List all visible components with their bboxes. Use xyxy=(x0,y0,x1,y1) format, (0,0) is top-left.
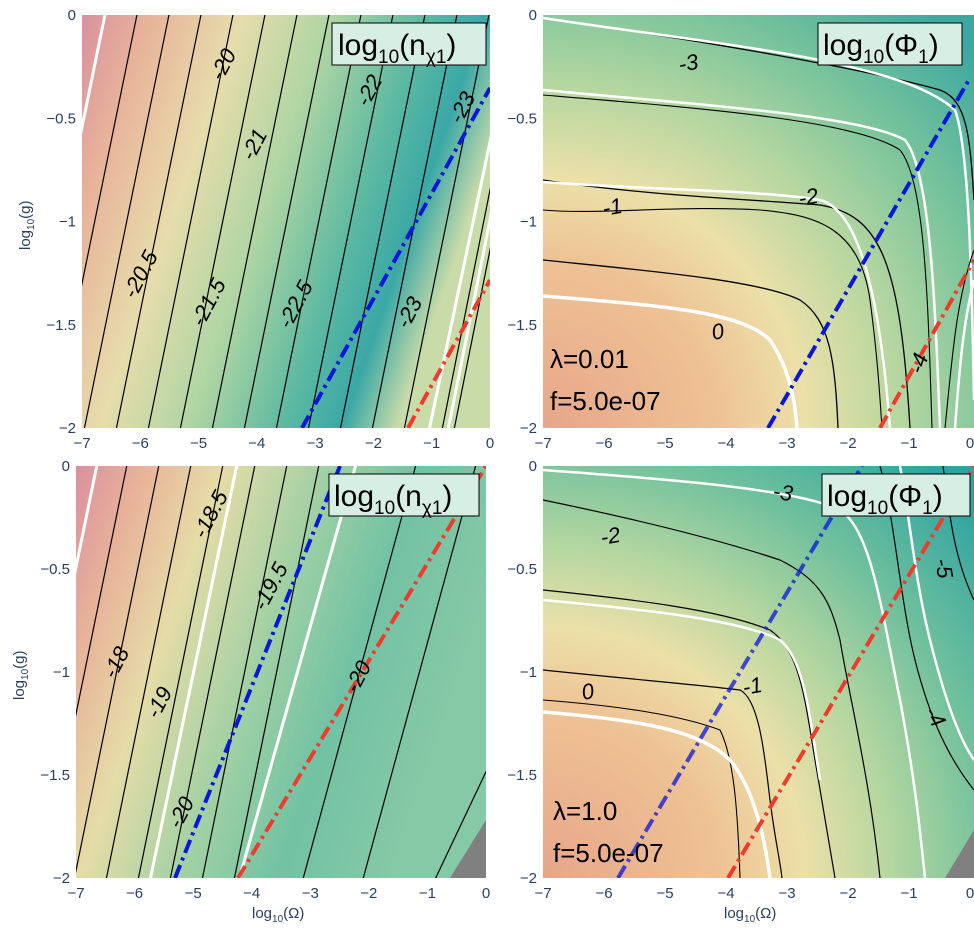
x-tick-label: −7 xyxy=(73,435,90,452)
x-tick-label: −5 xyxy=(190,435,207,452)
x-tick-label: −7 xyxy=(67,885,84,902)
x-tick-label: −6 xyxy=(595,885,612,902)
panel-4-gray-region xyxy=(945,830,974,878)
panel-2-red-line xyxy=(878,259,974,428)
panel-2-title-box: log10(Φ1) xyxy=(817,22,963,68)
x-tick-label: −4 xyxy=(243,885,260,902)
panel-2: -3 -2 -1 0 -4 λ=0.01 f=5.0e-07 log10(Φ1) xyxy=(543,15,974,428)
panel-3-blue-line xyxy=(173,466,342,878)
panel-4: -2 -3 0 -1 -4 -5 λ=1.0 f=5.0e-07 log10(Φ… xyxy=(543,466,974,878)
panel-4-title-box: log10(Φ1) xyxy=(821,473,971,519)
x-tick-label: −3 xyxy=(307,435,324,452)
y-tick-label: −1.5 xyxy=(507,317,537,334)
x-tick-label: −2 xyxy=(839,435,856,452)
y-axis-label-bottom: log10(g) xyxy=(11,651,31,701)
panel-3-contours xyxy=(76,466,486,878)
x-tick-label: −6 xyxy=(126,885,143,902)
y-tick-label: 0 xyxy=(529,458,537,475)
y-tick-label: −0.5 xyxy=(46,110,76,127)
panel-2-blue-line xyxy=(766,77,972,428)
svg-text:log10(nχ1): log10(nχ1) xyxy=(338,29,456,68)
x-tick-label: 0 xyxy=(966,435,974,452)
y-tick-label: −1 xyxy=(59,214,76,231)
panel-4-red-line xyxy=(726,466,974,878)
panel-4-f: f=5.0e-07 xyxy=(553,838,664,868)
panel-4-contour-label: -1 xyxy=(741,672,765,700)
x-tick-label: −2 xyxy=(360,885,377,902)
x-tick-label: −7 xyxy=(534,435,551,452)
x-tick-label: 0 xyxy=(966,885,974,902)
panel-3: -18 -18.5 -19 -19.5 -20 -20 log10(nχ1) xyxy=(76,466,486,878)
x-tick-label: −7 xyxy=(534,885,551,902)
x-tick-label: −3 xyxy=(778,885,795,902)
y-tick-label: −0.5 xyxy=(40,561,70,578)
y-tick-label: 0 xyxy=(62,458,70,475)
x-tick-label: 0 xyxy=(486,435,494,452)
svg-text:log10(Φ1): log10(Φ1) xyxy=(823,29,939,68)
y-tick-label: 0 xyxy=(68,7,76,24)
panel-1-contours xyxy=(82,15,490,428)
panel-2-heatmap xyxy=(543,15,974,428)
panel-1: -20 -20.5 -21 -21.5 -22 -22.5 -23 -23 lo… xyxy=(82,15,490,428)
panel-4-contour-label: -2 xyxy=(599,522,623,550)
x-tick-label: −4 xyxy=(717,885,734,902)
y-tick-label: −1.5 xyxy=(40,767,70,784)
panel-2-lambda: λ=0.01 xyxy=(550,344,629,374)
panel-4-blue-line xyxy=(616,466,864,878)
x-tick-label: −5 xyxy=(185,885,202,902)
x-tick-label: −4 xyxy=(717,435,734,452)
x-tick-label: −5 xyxy=(656,885,673,902)
x-tick-label: 0 xyxy=(482,885,490,902)
y-tick-label: −0.5 xyxy=(507,561,537,578)
y-tick-label: −1 xyxy=(53,664,70,681)
panel-1-red-line xyxy=(406,279,490,428)
panel-1-blue-line xyxy=(300,87,490,428)
x-tick-label: −1 xyxy=(423,435,440,452)
panel-1-heatmap xyxy=(82,15,490,428)
y-tick-label: −2 xyxy=(520,870,537,887)
x-tick-label: −1 xyxy=(900,435,917,452)
svg-text:log10(nχ1): log10(nχ1) xyxy=(334,480,452,519)
y-axis-label-top: log10(g) xyxy=(17,201,37,251)
panel-4-contour-label: 0 xyxy=(580,678,597,705)
y-tick-label: −1 xyxy=(520,664,537,681)
panel-3-title-box: log10(nχ1) xyxy=(328,473,480,519)
x-tick-label: −6 xyxy=(595,435,612,452)
panel-3-gray-region xyxy=(450,820,486,878)
y-tick-label: −1.5 xyxy=(46,317,76,334)
svg-text:log10(Φ1): log10(Φ1) xyxy=(827,480,943,519)
panel-2-contours xyxy=(543,16,974,428)
x-tick-label: −2 xyxy=(365,435,382,452)
x-tick-label: −3 xyxy=(778,435,795,452)
panel-2-contour-label: 0 xyxy=(710,318,727,345)
panel-1-title-box: log10(nχ1) xyxy=(331,22,487,68)
y-tick-label: −1 xyxy=(520,214,537,231)
y-tick-label: −2 xyxy=(53,870,70,887)
panel-3-heatmap xyxy=(76,466,486,878)
panel-2-f: f=5.0e-07 xyxy=(550,386,661,416)
x-tick-label: −3 xyxy=(302,885,319,902)
y-tick-label: −2 xyxy=(520,420,537,437)
panel-2-contour-label: -1 xyxy=(601,193,625,221)
x-tick-label: −1 xyxy=(900,885,917,902)
x-tick-label: −4 xyxy=(248,435,265,452)
x-axis-label-left: log10(Ω) xyxy=(252,905,304,925)
y-tick-label: 0 xyxy=(529,7,537,24)
x-tick-label: −6 xyxy=(132,435,149,452)
panel-2-contour-label: -2 xyxy=(797,183,821,211)
tick-labels: −7 −6 −5 −4 −3 −2 −1 00−0.5−1−1.5−2−7 −6 −5 −4 −3 −2… xyxy=(40,7,974,902)
x-axis-label-right: log10(Ω) xyxy=(724,905,776,925)
y-tick-label: −2 xyxy=(59,420,76,437)
panel-4-heatmap xyxy=(543,466,974,878)
x-tick-label: −5 xyxy=(656,435,673,452)
y-tick-label: −0.5 xyxy=(507,110,537,127)
x-tick-label: −2 xyxy=(839,885,856,902)
x-tick-label: −1 xyxy=(419,885,436,902)
y-tick-label: −1.5 xyxy=(507,767,537,784)
panel-4-lambda: λ=1.0 xyxy=(553,796,617,826)
panel-4-contours xyxy=(543,466,974,878)
